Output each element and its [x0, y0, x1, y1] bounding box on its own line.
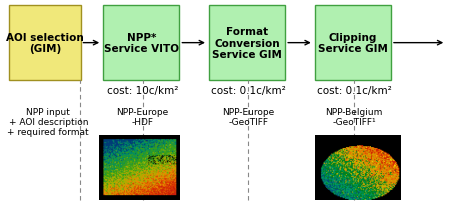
Text: cost: 10c/km²: cost: 10c/km² — [106, 86, 178, 96]
Bar — [9, 6, 80, 81]
Bar — [209, 6, 285, 81]
Text: NPP-Europe
-GeoTIFF: NPP-Europe -GeoTIFF — [222, 107, 274, 126]
Text: Format
Conversion
Service GIM: Format Conversion Service GIM — [212, 27, 281, 60]
Text: AOI selection
(GIM): AOI selection (GIM) — [6, 33, 84, 54]
Text: NPP-Belgium
-GeoTIFF¹: NPP-Belgium -GeoTIFF¹ — [325, 107, 382, 126]
Text: NPP-Europe
-HDF: NPP-Europe -HDF — [116, 107, 168, 126]
Text: cost: 0.1c/km²: cost: 0.1c/km² — [211, 86, 285, 96]
Text: NPP input
+ AOI description
+ required format: NPP input + AOI description + required f… — [7, 107, 89, 137]
Text: Clipping
Service GIM: Clipping Service GIM — [318, 33, 387, 54]
Bar — [103, 6, 179, 81]
Text: cost: 0.1c/km²: cost: 0.1c/km² — [316, 86, 391, 96]
Bar — [314, 6, 390, 81]
Text: NPP*
Service VITO: NPP* Service VITO — [104, 33, 179, 54]
